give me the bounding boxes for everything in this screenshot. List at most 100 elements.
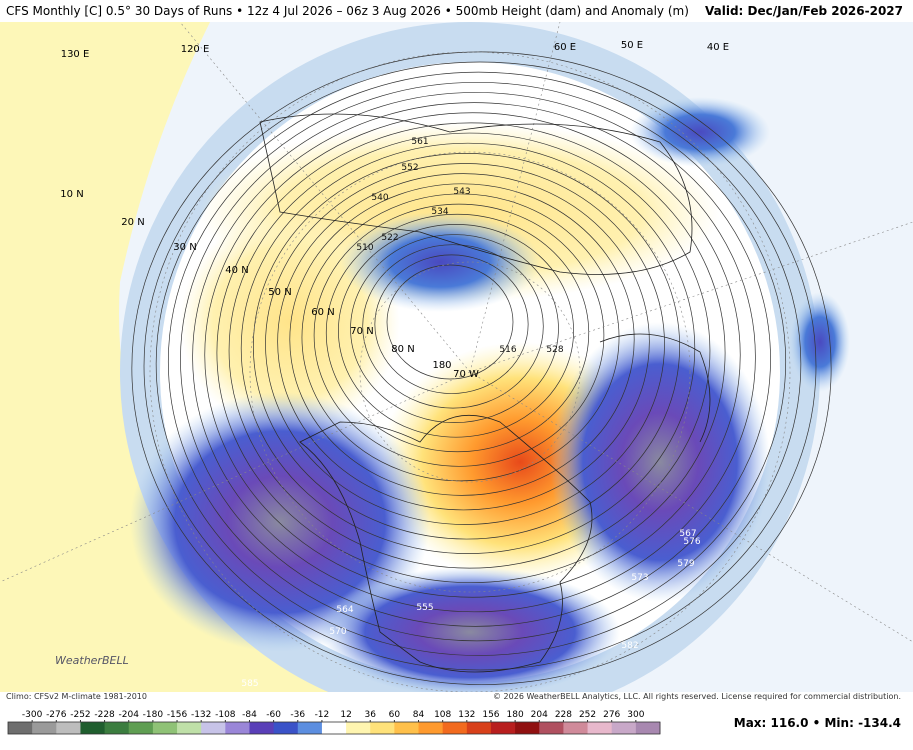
colorbar-swatch xyxy=(32,722,57,734)
contour-line xyxy=(313,203,605,467)
colorbar-swatch xyxy=(442,722,468,734)
longitude-label: 180 xyxy=(432,360,451,371)
colorbar-swatch xyxy=(225,722,250,734)
contour-label: 567 xyxy=(679,529,696,539)
contour-line xyxy=(265,163,665,525)
colorbar-label: 252 xyxy=(579,710,596,720)
colorbar-swatch xyxy=(273,722,299,734)
contour-line xyxy=(350,234,559,424)
contour-label: 528 xyxy=(546,345,563,355)
colorbar-label: -108 xyxy=(215,710,236,720)
contour-label: 522 xyxy=(381,233,398,243)
contour-label: 540 xyxy=(371,193,388,203)
contour-line xyxy=(374,254,529,394)
contour-label: 534 xyxy=(431,207,448,217)
colorbar-swatch xyxy=(249,722,275,734)
contour-line xyxy=(325,213,590,453)
colorbar-label: 60 xyxy=(389,710,401,720)
colorbar-label: -84 xyxy=(242,710,257,720)
contour-line xyxy=(143,61,817,671)
latitude-label: 40 N xyxy=(225,265,248,276)
latitude-label: 10 N xyxy=(60,189,83,200)
contour-line xyxy=(289,183,635,496)
outer-ridge xyxy=(0,22,330,692)
colorbar-swatch xyxy=(104,722,130,734)
colorbar-label: -132 xyxy=(191,710,211,720)
contour-line xyxy=(216,122,726,584)
contour-line xyxy=(362,244,544,409)
contour-line xyxy=(338,224,574,438)
header: CFS Monthly [C] 0.5° 30 Days of Runs • 1… xyxy=(0,0,913,22)
longitude-label: 50 E xyxy=(621,40,643,51)
low-pacific xyxy=(130,392,430,652)
colorbar-label: 276 xyxy=(603,710,620,720)
colorbar-swatch xyxy=(128,722,154,734)
colorbar-swatch xyxy=(346,722,371,734)
colorbar-frame xyxy=(7,721,661,735)
colorbar-label: -180 xyxy=(143,710,164,720)
longitude-label: 120 E xyxy=(181,44,210,55)
contour-label: 561 xyxy=(411,137,428,147)
coastlines xyxy=(259,113,711,673)
colorbar-label: 108 xyxy=(434,710,451,720)
graticule xyxy=(0,22,913,692)
colorbar-label: 132 xyxy=(458,710,475,720)
climo: Climo: CFSv2 M-climate 1981-2010 xyxy=(6,692,147,701)
contour-label: 552 xyxy=(401,163,418,173)
colorbar-label: 36 xyxy=(364,710,376,720)
colorbar-swatch xyxy=(201,722,226,734)
longitude-label: 130 E xyxy=(61,49,90,60)
longitude-label: 70 W xyxy=(453,369,479,380)
colorbar: -300 -276 -252 -228 -204 -180 -156 -132 -108 -84-… xyxy=(7,710,661,735)
contour-label: 579 xyxy=(677,559,694,569)
longitude-label: 60 E xyxy=(554,42,576,53)
contour-line xyxy=(204,112,741,598)
contour-line xyxy=(131,51,832,685)
colorbar-swatch xyxy=(321,722,347,734)
footer: Climo: CFSv2 M-climate 1981-2010 © 2026 … xyxy=(0,690,913,706)
latitude-label: 70 N xyxy=(350,326,373,337)
low-siberia xyxy=(630,97,770,167)
colorbar-swatch xyxy=(56,722,81,734)
colorbar-label: -36 xyxy=(290,710,305,720)
latitude-label: 30 N xyxy=(173,242,196,253)
contour-label: 564 xyxy=(336,605,353,615)
contour-line xyxy=(386,264,514,380)
contour-label: 573 xyxy=(631,573,648,583)
colorbar-label: -156 xyxy=(167,710,188,720)
contour-label: 543 xyxy=(453,187,470,197)
title: CFS Monthly [C] 0.5° 30 Days of Runs • 1… xyxy=(6,4,689,18)
latitude-label: 50 N xyxy=(268,287,291,298)
colorbar-label: -60 xyxy=(266,710,281,720)
colorbar-swatch xyxy=(587,722,613,734)
latitude-label: 80 N xyxy=(391,344,414,355)
contour-line xyxy=(277,173,650,511)
contour-label: 576 xyxy=(683,537,700,547)
colorbar-label: -252 xyxy=(70,710,90,720)
stats: Max: 116.0 • Min: -134.4 xyxy=(733,716,901,730)
colorbar-label: 300 xyxy=(627,710,644,720)
colorbar-swatch xyxy=(370,722,395,734)
low-europe xyxy=(790,292,850,392)
low-atlantic xyxy=(550,322,770,602)
contour-line xyxy=(155,71,802,656)
latitude-label: 20 N xyxy=(121,217,144,228)
low-arctic xyxy=(340,212,540,312)
contour-label: 570 xyxy=(329,627,346,637)
colorbar-swatch xyxy=(466,722,492,734)
low-us xyxy=(320,567,620,692)
colorbar-label: 228 xyxy=(555,710,572,720)
colorbar-swatch xyxy=(418,722,444,734)
colorbar-swatch xyxy=(152,722,178,734)
colorbar-swatch xyxy=(611,722,637,734)
contour-line xyxy=(192,102,756,613)
colorbar-swatch xyxy=(539,722,564,734)
valid-time: Valid: Dec/Jan/Feb 2026-2027 xyxy=(705,4,903,18)
colorbar-label: 156 xyxy=(482,710,499,720)
contour-label: 585 xyxy=(241,679,258,689)
contour-label: 555 xyxy=(416,603,433,613)
colorbar-swatch xyxy=(297,722,323,734)
contour-line xyxy=(228,132,711,569)
